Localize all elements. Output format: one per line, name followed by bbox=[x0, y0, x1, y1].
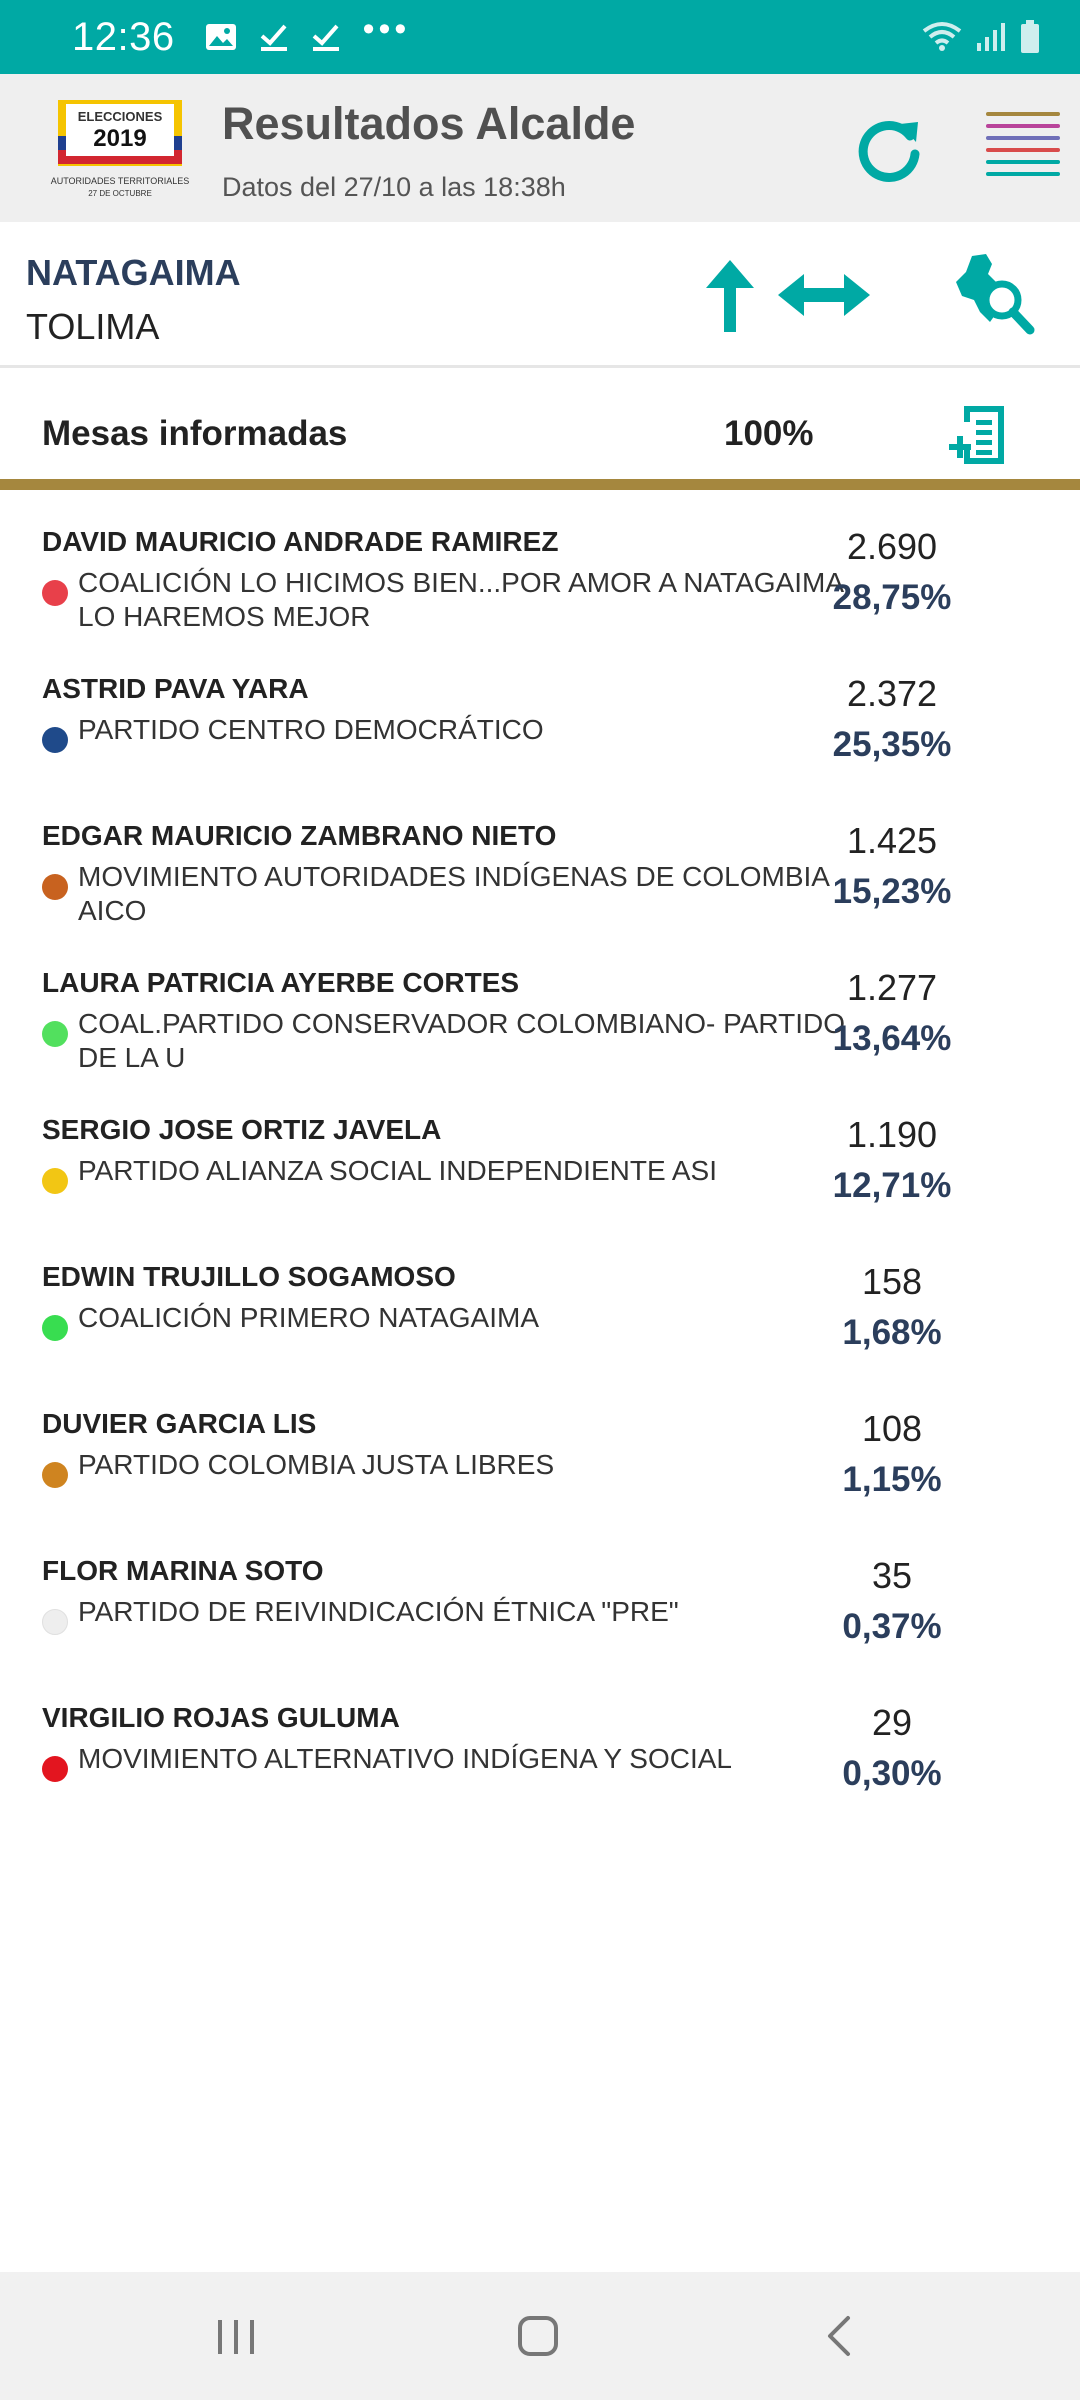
vote-percentage: 15,23% bbox=[832, 872, 952, 911]
vote-percentage: 1,15% bbox=[842, 1460, 942, 1499]
vote-percentage: 0,37% bbox=[842, 1607, 942, 1646]
candidate-name: FLOR MARINA SOTO bbox=[42, 1555, 324, 1586]
menu-line bbox=[986, 136, 1060, 140]
party-color-dot bbox=[42, 580, 68, 606]
back-icon[interactable] bbox=[810, 2306, 870, 2366]
candidate-name: DUVIER GARCIA LIS bbox=[42, 1408, 317, 1439]
vote-percentage: 25,35% bbox=[832, 725, 952, 764]
party-name: COALICIÓN PRIMERO NATAGAIMA bbox=[78, 1302, 540, 1333]
page-title: Resultados Alcalde bbox=[222, 98, 636, 149]
candidate-row[interactable]: DAVID MAURICIO ANDRADE RAMIREZ COALICIÓN… bbox=[0, 500, 1080, 647]
candidate-row[interactable]: VIRGILIO ROJAS GULUMA MOVIMIENTO ALTERNA… bbox=[0, 1676, 1080, 1823]
party-color-dot bbox=[42, 874, 68, 900]
vote-count: 29 bbox=[871, 1702, 913, 1743]
candidate-name: VIRGILIO ROJAS GULUMA bbox=[42, 1702, 400, 1733]
party-name: PARTIDO COLOMBIA JUSTA LIBRES bbox=[78, 1449, 555, 1480]
vote-count: 108 bbox=[861, 1408, 923, 1449]
mesas-value: 100% bbox=[724, 414, 814, 453]
vote-count: 2.690 bbox=[846, 526, 938, 567]
party-name: PARTIDO ALIANZA SOCIAL INDEPENDIENTE ASI bbox=[78, 1155, 717, 1186]
map-search-icon[interactable] bbox=[952, 252, 1038, 338]
candidate-row[interactable]: DUVIER GARCIA LIS PARTIDO COLOMBIA JUSTA… bbox=[0, 1382, 1080, 1529]
candidate-name: DAVID MAURICIO ANDRADE RAMIREZ bbox=[42, 526, 559, 557]
vote-count: 35 bbox=[871, 1555, 913, 1596]
municipality-name: NATAGAIMA bbox=[26, 252, 241, 293]
logo-text-elecciones: ELECCIONES bbox=[78, 109, 163, 124]
check-icon bbox=[312, 24, 339, 51]
system-nav-bar bbox=[0, 2272, 1080, 2400]
status-system-icons bbox=[922, 20, 1040, 54]
app-header: ELECCIONES 2019 AUTORIDADES TERRITORIALE… bbox=[0, 74, 1080, 222]
logo-text-date: 27 DE OCTUBRE bbox=[88, 189, 152, 198]
vote-percentage: 12,71% bbox=[832, 1166, 952, 1205]
horizontal-arrows-icon[interactable] bbox=[776, 272, 872, 318]
vote-count: 1.277 bbox=[846, 967, 938, 1008]
status-bar: 12:36 ••• bbox=[0, 0, 1080, 74]
party-name: PARTIDO DE REIVINDICACIÓN ÉTNICA "PRE" bbox=[78, 1596, 679, 1627]
candidate-name: SERGIO JOSE ORTIZ JAVELA bbox=[42, 1114, 442, 1145]
menu-line bbox=[986, 124, 1060, 128]
battery-icon bbox=[1021, 20, 1039, 53]
party-name: MOVIMIENTO ALTERNATIVO INDÍGENA Y SOCIAL bbox=[78, 1743, 733, 1774]
party-name: COAL.PARTIDO CONSERVADOR COLOMBIANO- PAR… bbox=[78, 1008, 846, 1073]
home-icon[interactable] bbox=[508, 2306, 568, 2366]
add-report-icon[interactable] bbox=[948, 404, 1010, 466]
party-color-dot bbox=[42, 727, 68, 753]
party-color-dot bbox=[42, 1021, 68, 1047]
candidate-row[interactable]: LAURA PATRICIA AYERBE CORTES COAL.PARTID… bbox=[0, 941, 1080, 1088]
vote-count: 158 bbox=[861, 1261, 923, 1302]
check-icon bbox=[260, 24, 287, 51]
vote-percentage: 13,64% bbox=[832, 1019, 952, 1058]
wifi-icon bbox=[922, 22, 962, 51]
elecciones-2019-logo: ELECCIONES 2019 AUTORIDADES TERRITORIALE… bbox=[51, 100, 190, 198]
menu-line bbox=[986, 148, 1060, 152]
mesas-informadas-row: Mesas informadas 100% bbox=[0, 372, 1080, 490]
more-icon: ••• bbox=[362, 9, 411, 48]
party-color-dot bbox=[42, 1756, 68, 1782]
menu-line bbox=[986, 160, 1060, 164]
candidate-name: EDGAR MAURICIO ZAMBRANO NIETO bbox=[42, 820, 557, 851]
logo-text-subtitle: AUTORIDADES TERRITORIALES bbox=[51, 176, 190, 186]
party-name: MOVIMIENTO AUTORIDADES INDÍGENAS DE COLO… bbox=[78, 861, 829, 926]
candidate-list: DAVID MAURICIO ANDRADE RAMIREZ COALICIÓN… bbox=[0, 500, 1080, 1823]
candidate-row[interactable]: EDWIN TRUJILLO SOGAMOSO COALICIÓN PRIMER… bbox=[0, 1235, 1080, 1382]
party-color-dot bbox=[42, 1315, 68, 1341]
vote-percentage: 0,30% bbox=[842, 1754, 942, 1793]
candidate-row[interactable]: EDGAR MAURICIO ZAMBRANO NIETO MOVIMIENTO… bbox=[0, 794, 1080, 941]
up-arrow-icon[interactable] bbox=[702, 258, 758, 334]
data-timestamp: Datos del 27/10 a las 18:38h bbox=[222, 172, 566, 202]
signal-icon bbox=[977, 23, 1005, 51]
status-notifications: ••• bbox=[205, 10, 411, 52]
vote-count: 1.425 bbox=[846, 820, 938, 861]
vote-count: 2.372 bbox=[846, 673, 938, 714]
location-bar: NATAGAIMA TOLIMA bbox=[0, 222, 1080, 368]
status-time: 12:36 bbox=[72, 14, 175, 59]
party-color-dot bbox=[42, 1168, 68, 1194]
party-name: PARTIDO CENTRO DEMOCRÁTICO bbox=[78, 714, 544, 745]
department-name: TOLIMA bbox=[26, 306, 160, 347]
refresh-icon[interactable] bbox=[854, 116, 924, 186]
menu-line bbox=[986, 112, 1060, 116]
party-color-dot bbox=[42, 1609, 68, 1635]
candidate-row[interactable]: SERGIO JOSE ORTIZ JAVELA PARTIDO ALIANZA… bbox=[0, 1088, 1080, 1235]
vote-count: 1.190 bbox=[846, 1114, 938, 1155]
party-color-dot bbox=[42, 1462, 68, 1488]
candidate-row[interactable]: ASTRID PAVA YARA PARTIDO CENTRO DEMOCRÁT… bbox=[0, 647, 1080, 794]
candidate-name: LAURA PATRICIA AYERBE CORTES bbox=[42, 967, 520, 998]
vote-percentage: 1,68% bbox=[842, 1313, 942, 1352]
mesas-label: Mesas informadas bbox=[42, 414, 348, 453]
candidate-row[interactable]: FLOR MARINA SOTO PARTIDO DE REIVINDICACI… bbox=[0, 1529, 1080, 1676]
vote-percentage: 28,75% bbox=[832, 578, 952, 617]
party-name: COALICIÓN LO HICIMOS BIEN...POR AMOR A N… bbox=[78, 567, 843, 632]
menu-button[interactable] bbox=[986, 112, 1060, 188]
image-icon bbox=[205, 24, 236, 50]
candidate-name: ASTRID PAVA YARA bbox=[42, 673, 309, 704]
logo-text-year: 2019 bbox=[93, 125, 146, 152]
recent-apps-icon[interactable] bbox=[206, 2306, 266, 2366]
menu-line bbox=[986, 172, 1060, 176]
candidate-name: EDWIN TRUJILLO SOGAMOSO bbox=[42, 1261, 456, 1292]
